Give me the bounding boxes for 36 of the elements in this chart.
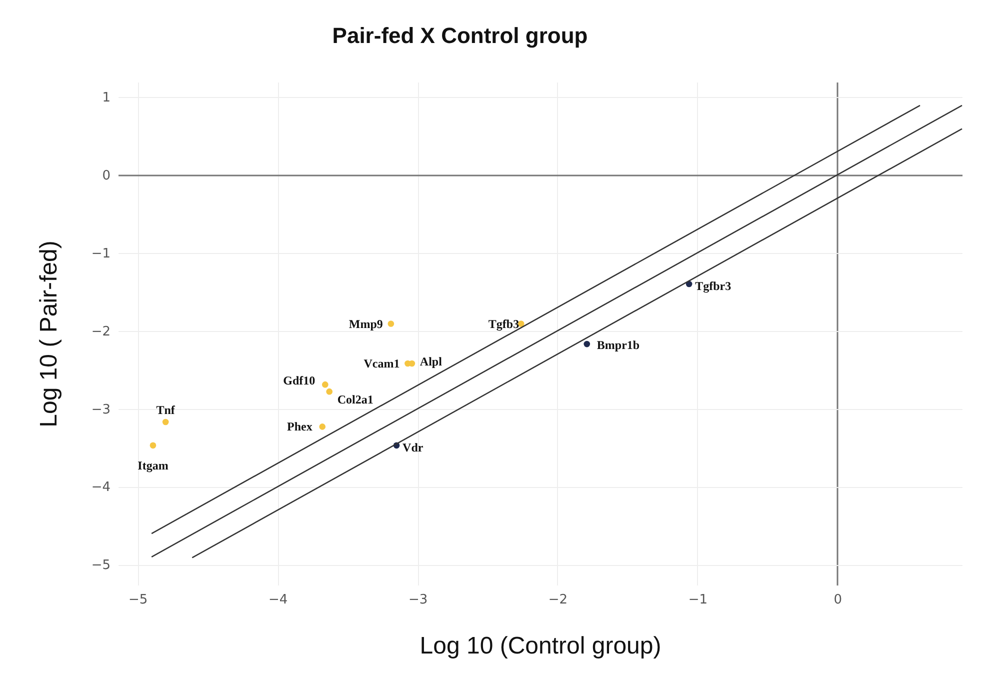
y-tick-label: −2 <box>91 324 110 340</box>
annotation: Tnf <box>156 403 176 418</box>
point <box>322 381 328 388</box>
point <box>319 424 326 430</box>
x-tick-label: −3 <box>408 592 428 608</box>
point <box>388 320 394 327</box>
point <box>162 418 169 426</box>
y-tick-label: −1 <box>91 246 110 262</box>
x-tick-label: −2 <box>548 592 568 608</box>
y-axis-title: Log 10 ( Pair-fed) <box>35 240 62 428</box>
annotation: Gdf10 <box>283 374 316 388</box>
chart-title: Pair-fed X Control group <box>332 23 588 48</box>
y-tick-label: −4 <box>91 480 110 496</box>
point <box>408 360 416 367</box>
annotation: Phex <box>287 420 312 434</box>
y-tick-label: −5 <box>91 558 110 574</box>
annotation: Alpl <box>420 354 443 369</box>
annotation: Tgfb3 <box>488 316 520 331</box>
annotation: Bmpr1b <box>596 338 640 352</box>
point <box>326 388 333 395</box>
annotation: Vdr <box>402 440 424 454</box>
annotation: Mmp9 <box>348 316 383 331</box>
point <box>150 442 156 449</box>
x-tick-label: −4 <box>268 592 288 608</box>
annotation: Itgam <box>138 458 168 472</box>
x-tick-label: −5 <box>128 592 148 608</box>
x-axis-title: Log 10 (Control group) <box>420 632 662 660</box>
annotation: Col2a1 <box>337 392 374 407</box>
y-tick-label: −3 <box>91 402 110 418</box>
y-tick-label: 1 <box>102 90 110 106</box>
y-tick-label: 0 <box>102 168 110 184</box>
x-tick-label: 0 <box>834 592 842 608</box>
annotation: Tgfbr3 <box>695 278 732 293</box>
x-tick-label: −1 <box>688 592 708 608</box>
point <box>584 340 590 348</box>
annotation: Vcam1 <box>364 356 400 371</box>
